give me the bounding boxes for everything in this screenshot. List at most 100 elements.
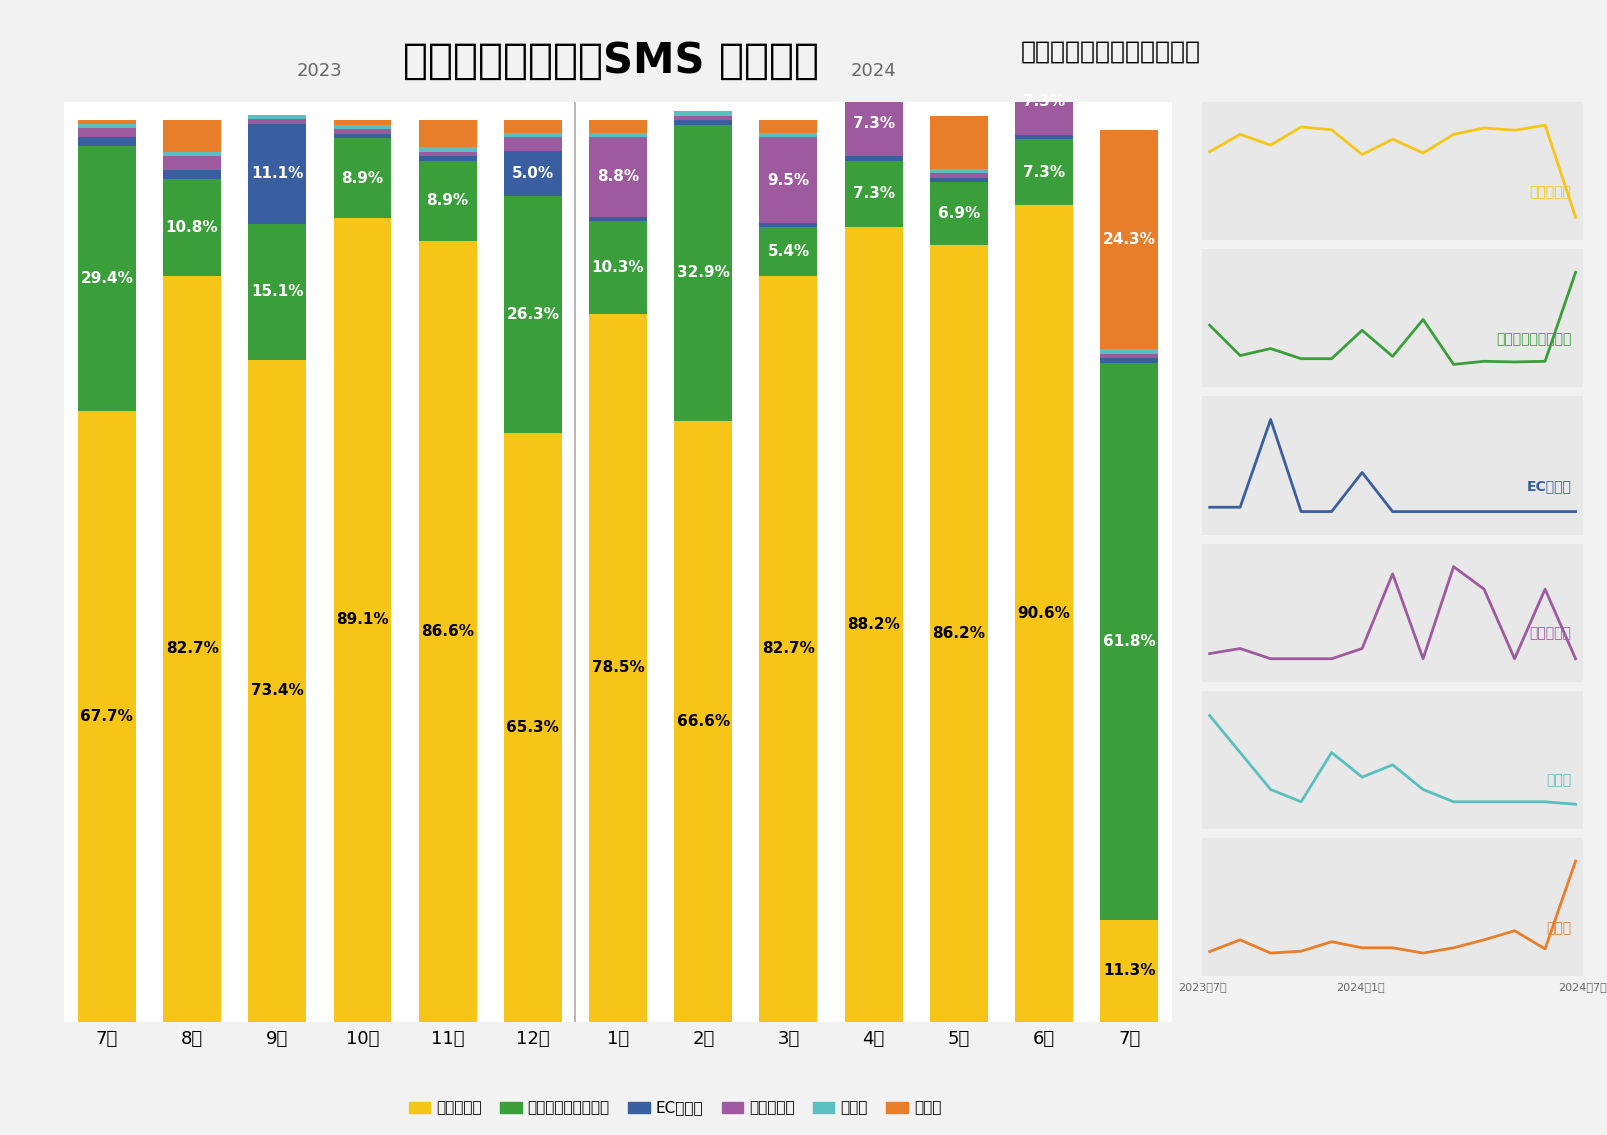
Text: 73.4%: 73.4% [251, 683, 304, 698]
Text: 26.3%: 26.3% [506, 306, 559, 322]
Text: 2023: 2023 [297, 61, 342, 79]
Bar [1016, 205, 1073, 1022]
Bar [845, 161, 903, 227]
Bar [930, 169, 988, 174]
Text: 86.2%: 86.2% [932, 625, 985, 640]
Bar [77, 120, 137, 124]
Text: 8.9%: 8.9% [426, 193, 469, 209]
Text: 5.0%: 5.0% [511, 166, 554, 180]
Bar [845, 157, 903, 161]
Bar [845, 86, 903, 91]
Text: 86.6%: 86.6% [421, 624, 474, 639]
Bar [590, 137, 648, 217]
Text: 82.7%: 82.7% [166, 641, 219, 656]
Text: 2024年7月: 2024年7月 [1559, 983, 1607, 992]
Text: 67.7%: 67.7% [80, 709, 133, 724]
Bar [930, 174, 988, 178]
Bar [1101, 350, 1159, 354]
Bar [1016, 54, 1073, 65]
Bar [590, 314, 648, 1022]
Bar [419, 148, 477, 152]
Text: その他: その他 [1546, 920, 1572, 935]
Text: 11.1%: 11.1% [251, 167, 304, 182]
Bar [334, 129, 392, 134]
Text: 9.5%: 9.5% [768, 173, 810, 187]
Text: 10.8%: 10.8% [166, 220, 219, 235]
Bar [162, 170, 222, 178]
Text: 7.3%: 7.3% [853, 186, 895, 201]
Bar [249, 224, 307, 360]
Bar [1016, 65, 1073, 69]
Text: 7.3%: 7.3% [1024, 94, 1065, 109]
Bar [1016, 135, 1073, 140]
Bar [845, 54, 903, 86]
Text: 宅配事業者: 宅配事業者 [1530, 185, 1572, 199]
Bar [334, 125, 392, 129]
Bar [760, 222, 818, 227]
Text: 7.3%: 7.3% [1024, 165, 1065, 179]
Bar [419, 241, 477, 1022]
Text: 通信事業者: 通信事業者 [1530, 627, 1572, 640]
Bar [162, 152, 222, 157]
Bar [249, 115, 307, 119]
Bar [505, 196, 562, 432]
Bar [334, 218, 392, 1022]
Bar [334, 120, 392, 125]
Text: 66.6%: 66.6% [677, 714, 730, 729]
Bar [1101, 354, 1159, 359]
Bar [1101, 363, 1159, 919]
Bar [419, 161, 477, 241]
Bar [760, 120, 818, 133]
Text: 8.9%: 8.9% [341, 170, 384, 186]
Bar [1016, 140, 1073, 205]
Text: 15.1%: 15.1% [251, 285, 304, 300]
Bar [505, 133, 562, 137]
Bar [162, 157, 222, 170]
Bar [162, 178, 222, 276]
Legend: 宅配事業者, 金融・決済サービス, EC事業者, 通信事業者, 官公庁, その他: 宅配事業者, 金融・決済サービス, EC事業者, 通信事業者, 官公庁, その他 [403, 1094, 947, 1121]
Bar [760, 276, 818, 1022]
Bar [77, 128, 137, 137]
Text: 90.6%: 90.6% [1017, 606, 1070, 621]
Bar [334, 134, 392, 138]
Bar [675, 125, 733, 421]
Text: 5.4%: 5.4% [768, 244, 810, 259]
Text: フィッシング詐欺SMS 種別割合: フィッシング詐欺SMS 種別割合 [403, 40, 818, 82]
Bar [590, 217, 648, 221]
Bar [590, 221, 648, 314]
Text: 8.8%: 8.8% [596, 169, 640, 185]
Bar [930, 178, 988, 183]
Bar [505, 137, 562, 151]
Bar [845, 227, 903, 1022]
Bar [419, 157, 477, 161]
Bar [77, 411, 137, 1022]
Text: （トビラシステムズ調べ）: （トビラシステムズ調べ） [1020, 40, 1200, 64]
Bar [334, 138, 392, 218]
Bar [590, 120, 648, 133]
Bar [505, 120, 562, 133]
Bar [675, 421, 733, 1022]
Bar [249, 119, 307, 124]
Bar [419, 120, 477, 148]
Bar [675, 120, 733, 125]
Text: 88.2%: 88.2% [847, 616, 900, 631]
Text: 2024年1月: 2024年1月 [1337, 983, 1385, 992]
Bar [162, 120, 222, 152]
Bar [930, 244, 988, 1022]
Bar [162, 276, 222, 1022]
Bar [1016, 69, 1073, 135]
Bar [249, 124, 307, 224]
Bar [505, 151, 562, 196]
Bar [675, 116, 733, 120]
Bar [760, 227, 818, 276]
Bar [77, 124, 137, 128]
Bar [1101, 131, 1159, 350]
Text: 2024: 2024 [850, 61, 897, 79]
Bar [505, 432, 562, 1022]
Bar [590, 133, 648, 137]
Text: 78.5%: 78.5% [591, 661, 644, 675]
Bar [760, 133, 818, 137]
Text: 29.4%: 29.4% [80, 271, 133, 286]
Bar [930, 116, 988, 169]
Bar [1101, 359, 1159, 363]
